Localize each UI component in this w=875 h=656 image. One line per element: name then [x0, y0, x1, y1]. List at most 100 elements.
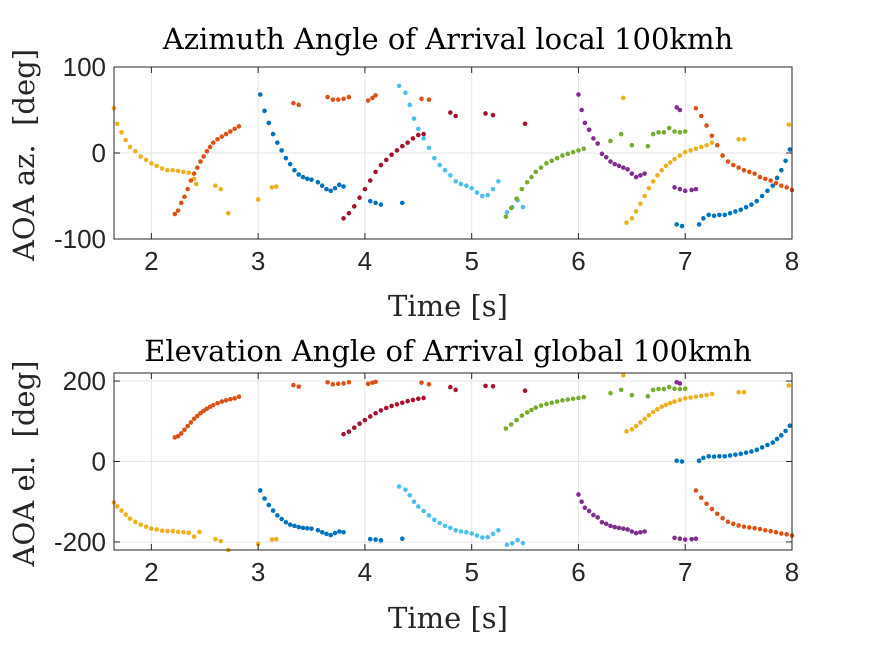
elevation-data-point — [736, 390, 741, 395]
azimuth-data-point — [453, 179, 458, 184]
azimuth-data-point — [186, 170, 192, 176]
elevation-data-point — [410, 397, 416, 403]
elevation-data-point — [328, 532, 334, 538]
azimuth-x-axis-label: Time [s] — [388, 289, 508, 323]
azimuth-y-axis-label: AOA az. [deg] — [7, 49, 41, 262]
azimuth-x-tick-label: 3 — [251, 246, 265, 276]
azimuth-data-point — [633, 209, 639, 214]
azimuth-data-point — [426, 97, 432, 102]
azimuth-y-tick-label: 100 — [63, 52, 106, 82]
elevation-x-tick-label: 6 — [571, 557, 585, 587]
elevation-data-point — [432, 517, 437, 523]
elevation-data-point — [453, 387, 458, 393]
elevation-data-point — [642, 416, 647, 422]
azimuth-data-point — [405, 140, 410, 145]
azimuth-data-point — [341, 216, 346, 221]
elevation-data-point — [300, 525, 306, 531]
azimuth-data-point — [688, 148, 693, 153]
elevation-data-point — [746, 525, 752, 530]
elevation-data-point — [629, 392, 635, 398]
azimuth-data-point — [629, 216, 635, 221]
elevation-data-point — [421, 508, 426, 514]
elevation-data-point — [682, 386, 688, 391]
azimuth-data-point — [514, 196, 519, 201]
azimuth-data-point — [741, 167, 747, 173]
azimuth-x-tick-label: 7 — [678, 246, 692, 276]
elevation-data-point — [549, 400, 555, 406]
elevation-data-point — [717, 453, 722, 459]
elevation-data-point — [579, 499, 584, 505]
azimuth-data-point — [330, 97, 336, 102]
elevation-data-point — [185, 423, 190, 429]
elevation-data-point — [725, 519, 731, 525]
elevation-data-point — [638, 530, 643, 535]
azimuth-data-point — [346, 94, 352, 100]
elevation-data-point — [273, 536, 279, 542]
azimuth-data-point — [591, 136, 596, 141]
azimuth-data-point — [663, 163, 669, 169]
elevation-data-point — [515, 537, 520, 543]
elevation-x-tick-label: 8 — [785, 557, 799, 587]
elevation-series — [257, 488, 405, 543]
azimuth-data-point — [159, 166, 165, 171]
azimuth-data-point — [709, 140, 715, 145]
azimuth-data-point — [779, 167, 784, 173]
elevation-series — [503, 384, 688, 431]
elevation-data-point — [198, 410, 203, 416]
elevation-data-point — [213, 536, 218, 542]
azimuth-data-point — [123, 137, 129, 143]
azimuth-data-point — [273, 184, 279, 189]
elevation-data-point — [464, 530, 469, 535]
azimuth-data-point — [490, 112, 496, 118]
azimuth-series — [172, 93, 432, 217]
elevation-data-point — [529, 407, 534, 413]
elevation-data-point — [480, 535, 485, 540]
elevation-x-tick-labels: 2 3 4 5 6 7 8 — [144, 557, 799, 587]
azimuth-data-point — [693, 186, 699, 192]
elevation-data-point — [677, 386, 683, 392]
azimuth-data-point — [232, 126, 237, 132]
azimuth-data-point — [650, 179, 656, 184]
azimuth-data-point — [642, 171, 647, 176]
elevation-data-point — [197, 529, 202, 535]
azimuth-data-point — [378, 202, 384, 207]
azimuth-data-point — [474, 190, 480, 195]
elevation-y-tick-label: 0 — [92, 447, 106, 477]
elevation-data-point — [367, 414, 373, 419]
elevation-data-point — [774, 436, 780, 442]
elevation-data-point — [378, 538, 384, 543]
azimuth-series — [257, 92, 405, 207]
azimuth-data-point — [464, 183, 469, 188]
azimuth-data-point — [219, 134, 225, 139]
elevation-data-point — [319, 530, 325, 535]
elevation-data-point — [663, 402, 669, 408]
azimuth-data-point — [175, 168, 181, 174]
elevation-x-tick-label: 3 — [251, 557, 265, 587]
elevation-data-point — [784, 532, 789, 537]
azimuth-data-point — [682, 188, 688, 194]
azimuth-data-point — [736, 165, 741, 170]
azimuth-data-point — [616, 163, 622, 169]
elevation-data-point — [757, 526, 763, 532]
azimuth-data-point — [720, 153, 725, 158]
elevation-data-point — [674, 458, 679, 463]
azimuth-data-point — [389, 152, 394, 158]
elevation-data-point — [544, 401, 549, 407]
elevation-data-point — [509, 540, 515, 546]
azimuth-data-point — [269, 185, 275, 190]
azimuth-data-point — [325, 94, 330, 100]
elevation-data-point — [616, 525, 622, 531]
azimuth-y-tick-labels: -100 0 100 — [54, 52, 106, 254]
azimuth-data-point — [693, 105, 699, 111]
elevation-data-point — [458, 529, 464, 534]
elevation-data-point — [170, 528, 176, 534]
azimuth-data-point — [701, 216, 706, 221]
azimuth-data-point — [674, 105, 679, 110]
azimuth-data-point — [608, 159, 613, 164]
azimuth-data-point — [504, 210, 510, 215]
elevation-data-point — [399, 536, 405, 542]
azimuth-data-point — [172, 211, 178, 217]
azimuth-data-point — [490, 186, 496, 192]
elevation-data-point — [448, 525, 453, 531]
elevation-data-point — [324, 531, 329, 537]
